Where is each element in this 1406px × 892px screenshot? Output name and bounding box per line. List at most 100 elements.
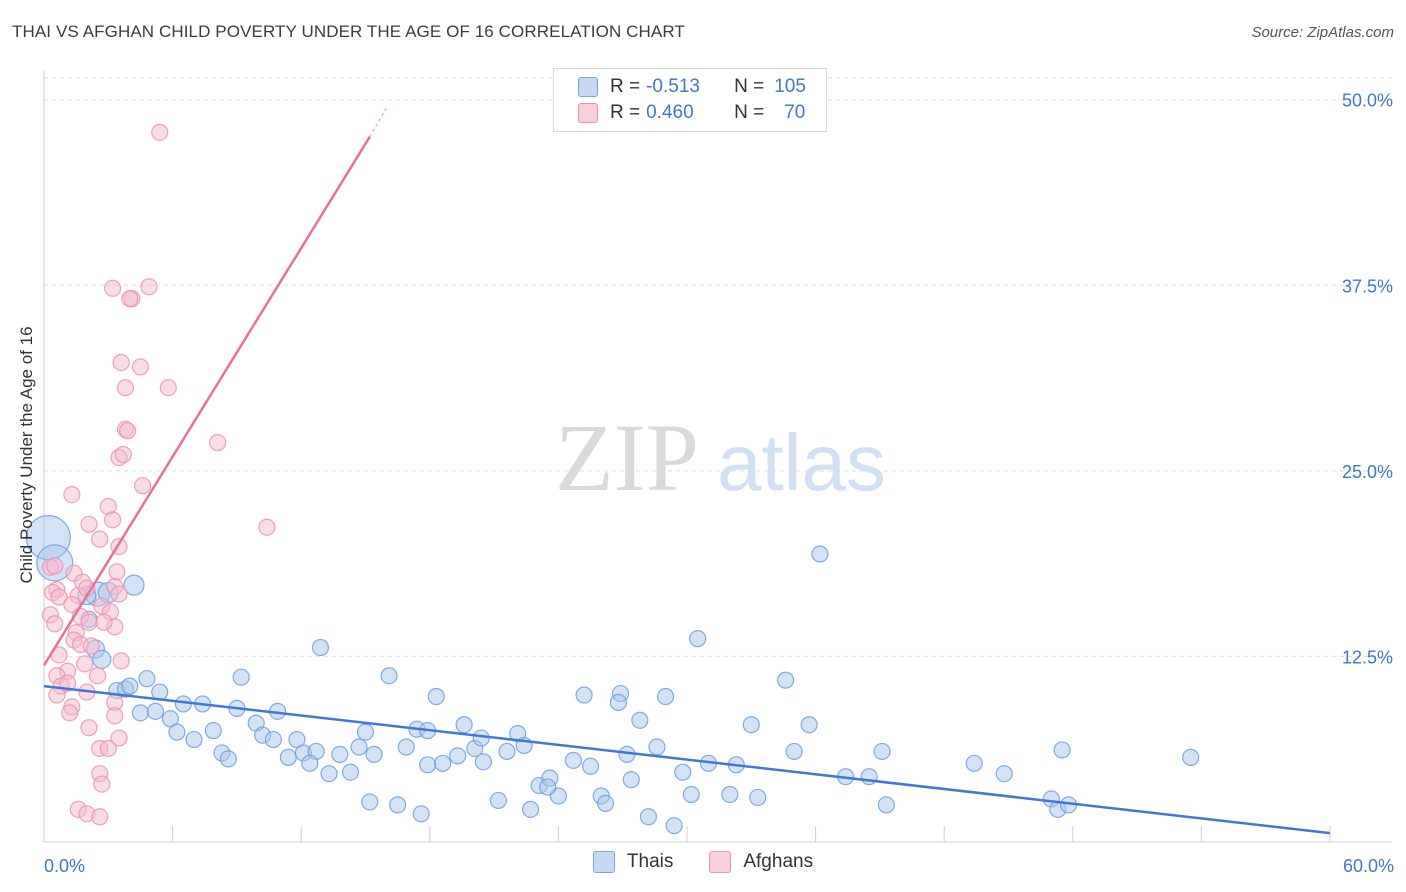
legend-n-label: N =	[734, 76, 765, 97]
afghan-point	[151, 123, 169, 141]
thai-point	[575, 686, 593, 704]
thai-point	[489, 791, 507, 810]
thai-point	[873, 742, 891, 761]
axes	[43, 70, 1392, 843]
thai-point	[365, 745, 383, 764]
thai-point	[361, 793, 379, 811]
thai-point	[434, 754, 452, 772]
thai-point	[648, 738, 666, 756]
thai-point	[185, 730, 203, 749]
series-legend: Thais Afghans	[0, 851, 1406, 873]
y-tick-label: 25.0%	[1342, 462, 1393, 482]
afghan-point	[112, 652, 130, 670]
afghan-point	[93, 775, 111, 793]
watermark-atlas: atlas	[717, 418, 886, 507]
thai-point	[311, 638, 330, 657]
legend-row-thais: R = -0.513 N = 105	[578, 74, 806, 100]
thai-point	[341, 763, 360, 781]
afghan-point	[50, 588, 68, 606]
thai-point	[742, 716, 760, 734]
legend-r-value: 0.460	[646, 102, 694, 123]
afghan-point	[99, 739, 117, 758]
thai-point	[131, 704, 150, 722]
legend-item-thais[interactable]: Thais	[592, 851, 674, 873]
thai-point	[521, 800, 540, 818]
thai-point	[498, 742, 516, 761]
legend-r-value: -0.513	[646, 76, 700, 97]
thai-point	[1182, 748, 1200, 766]
thai-point	[350, 738, 368, 756]
legend-r-label: R =	[610, 102, 641, 123]
thai-point	[449, 747, 467, 765]
legend-swatch-thais	[592, 851, 615, 873]
thai-point	[665, 817, 683, 835]
thai-point	[596, 794, 615, 813]
afghan-point	[133, 477, 152, 495]
thai-point	[811, 545, 829, 563]
y-tick-label: 37.5%	[1342, 276, 1393, 296]
thai-point	[219, 750, 237, 768]
thai-point	[609, 693, 628, 712]
afghan-point	[209, 434, 227, 452]
legend-r-label: R =	[610, 76, 641, 97]
thai-point	[965, 754, 983, 772]
afghan-point	[91, 808, 109, 826]
x-tick-label-max: 60.0%	[1343, 856, 1394, 876]
afghan-point	[63, 486, 81, 504]
afghan-point	[112, 353, 130, 372]
grid-lines	[44, 77, 1392, 657]
afghan-point	[114, 445, 132, 464]
legend-n-value: 105	[774, 76, 806, 97]
thai-point	[123, 574, 145, 596]
thai-point	[474, 753, 492, 771]
afghan-point	[110, 585, 128, 603]
thai-point	[785, 742, 803, 761]
y-tick-labels: 12.5% 25.0% 37.5% 50.0%	[1342, 91, 1393, 668]
afghan-point	[46, 615, 64, 633]
afghan-point	[76, 655, 94, 673]
thai-point	[689, 630, 707, 648]
thai-point	[380, 667, 398, 685]
afghan-point	[258, 518, 276, 536]
thai-point	[622, 771, 640, 789]
afghan-point	[91, 530, 109, 548]
thai-point	[356, 723, 375, 741]
afghan-point	[140, 278, 158, 296]
thai-point	[631, 711, 649, 729]
y-tick-label: 50.0%	[1342, 91, 1393, 111]
legend-swatch-afghans	[709, 851, 732, 873]
thai-point	[204, 722, 222, 740]
y-axis-label: Child Poverty Under the Age of 16	[17, 326, 36, 584]
afghan-point	[82, 637, 100, 655]
afghans-trendline-extension	[369, 106, 388, 138]
legend-item-afghans[interactable]: Afghans	[709, 851, 813, 873]
legend-n-value: 70	[784, 102, 806, 123]
thai-point	[539, 778, 557, 796]
legend-label-thais: Thais	[626, 851, 674, 872]
afghan-point	[80, 613, 98, 631]
afghan-point	[46, 557, 64, 575]
afghan-point	[103, 511, 122, 529]
afghan-point	[63, 595, 81, 614]
thai-point	[146, 702, 165, 720]
thai-point	[279, 748, 297, 766]
thai-point	[800, 716, 818, 734]
thai-point	[749, 788, 767, 807]
thai-point	[682, 785, 700, 804]
thais-trendline	[43, 684, 1331, 835]
afghan-point	[80, 515, 98, 533]
thai-point	[138, 670, 156, 688]
thai-point	[301, 754, 319, 772]
afghans-points	[41, 123, 276, 826]
afghan-point	[61, 704, 79, 722]
thai-point	[397, 738, 415, 756]
correlation-legend: R = -0.513 N = 105 R = 0.460 N = 70	[553, 68, 827, 132]
thai-point	[472, 729, 490, 747]
thai-point	[419, 756, 437, 774]
legend-row-afghans: R = 0.460 N = 70	[578, 100, 805, 126]
thai-point	[168, 723, 186, 741]
afghan-point	[80, 719, 98, 737]
thai-point	[639, 808, 658, 826]
legend-swatch-afghans	[578, 103, 598, 123]
